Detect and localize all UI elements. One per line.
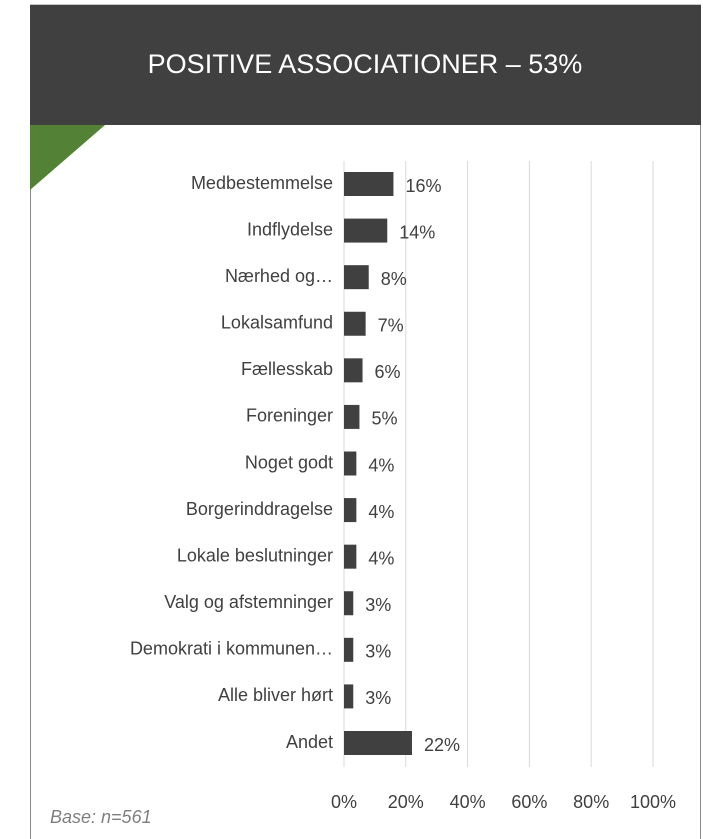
y-tick-label: Borgerinddragelse <box>186 499 333 519</box>
corner-triangle <box>30 125 105 190</box>
y-tick-label: Noget godt <box>245 452 333 472</box>
value-label: 22% <box>424 735 460 755</box>
y-tick-label: Alle bliver hørt <box>218 685 333 705</box>
value-label: 5% <box>371 409 397 429</box>
value-label: 3% <box>365 595 391 615</box>
bar <box>344 358 363 383</box>
value-label: 4% <box>368 502 394 522</box>
y-tick-label: Foreninger <box>246 406 333 426</box>
bar <box>344 218 388 243</box>
value-label: 4% <box>368 455 394 475</box>
bar <box>344 311 366 336</box>
x-tick-label: 20% <box>388 792 424 812</box>
value-label: 4% <box>368 548 394 568</box>
x-tick-label: 0% <box>331 792 357 812</box>
y-tick-label: Demokrati i kommunen… <box>130 639 333 659</box>
header <box>30 5 701 125</box>
y-tick-label: Medbestemmelse <box>191 173 333 193</box>
y-tick-label: Nærhed og… <box>225 266 333 286</box>
value-label: 8% <box>381 269 407 289</box>
x-tick-label: 80% <box>573 792 609 812</box>
bar <box>344 498 357 523</box>
value-label: 3% <box>365 688 391 708</box>
bar <box>344 637 354 662</box>
y-tick-label: Indflydelse <box>247 219 333 239</box>
base-note: Base: n=561 <box>50 807 152 827</box>
x-tick-label: 100% <box>630 792 676 812</box>
value-label: 16% <box>405 176 441 196</box>
y-tick-label: Fællesskab <box>241 359 333 379</box>
bar <box>344 451 357 476</box>
frame <box>30 4 701 839</box>
chart-title: POSITIVE ASSOCIATIONER – 53% <box>148 49 583 79</box>
value-label: 14% <box>399 222 435 242</box>
bar <box>344 731 412 755</box>
x-tick-label: 60% <box>511 792 547 812</box>
y-tick-label: Valg og afstemninger <box>164 592 333 612</box>
bar <box>344 591 354 616</box>
bar <box>344 544 357 569</box>
y-tick-label: Andet <box>286 732 333 752</box>
bar <box>344 172 394 196</box>
y-tick-label: Lokalsamfund <box>221 313 333 333</box>
y-tick-label: Lokale beslutninger <box>177 545 333 565</box>
bar <box>344 404 360 429</box>
bar <box>344 265 369 290</box>
value-label: 6% <box>375 362 401 382</box>
bar <box>344 684 354 709</box>
value-label: 3% <box>365 642 391 662</box>
value-label: 7% <box>378 316 404 336</box>
x-tick-label: 40% <box>450 792 486 812</box>
